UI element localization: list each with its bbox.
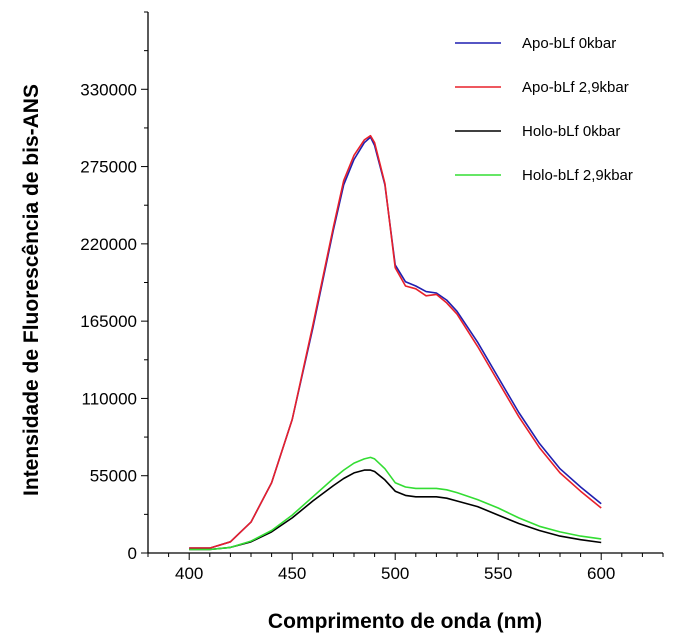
- x-axis-title: Comprimento de onda (nm): [268, 610, 542, 633]
- x-tick-label: 500: [381, 564, 409, 583]
- series-line-2: [189, 134, 602, 549]
- y-tick-label: 165000: [80, 312, 137, 331]
- series-layer: [189, 134, 602, 551]
- legend-label-1: Apo-bLf 0kbar: [522, 35, 616, 52]
- y-tick-label: 330000: [80, 80, 137, 99]
- legend-label-3: Holo-bLf 0kbar: [522, 123, 620, 140]
- series-line-4: [189, 456, 602, 551]
- y-tick-label: 55000: [90, 467, 137, 486]
- y-tick-label: 220000: [80, 235, 137, 254]
- series-line-3: [189, 469, 602, 551]
- legend-label-2: Apo-bLf 2,9kbar: [522, 79, 629, 96]
- x-tick-label: 450: [278, 564, 306, 583]
- y-tick-label: 0: [128, 544, 137, 563]
- x-tick-label: 600: [587, 564, 615, 583]
- y-tick-label: 110000: [82, 389, 137, 408]
- x-tick-label: 550: [484, 564, 512, 583]
- y-axis-title: Intensidade de Fluorescência de bis-ANS: [20, 84, 43, 496]
- series-line-1: [189, 136, 602, 549]
- legend-label-4: Holo-bLf 2,9kbar: [522, 167, 633, 184]
- x-tick-label: 400: [175, 564, 203, 583]
- y-tick-label: 275000: [80, 158, 137, 177]
- legend: Apo-bLf 0kbar Apo-bLf 2,9kbar Holo-bLf 0kb…: [455, 35, 633, 184]
- chart-axes: 400 450 500 550 600 0 55000 110000 165000 220000 2…: [80, 11, 664, 583]
